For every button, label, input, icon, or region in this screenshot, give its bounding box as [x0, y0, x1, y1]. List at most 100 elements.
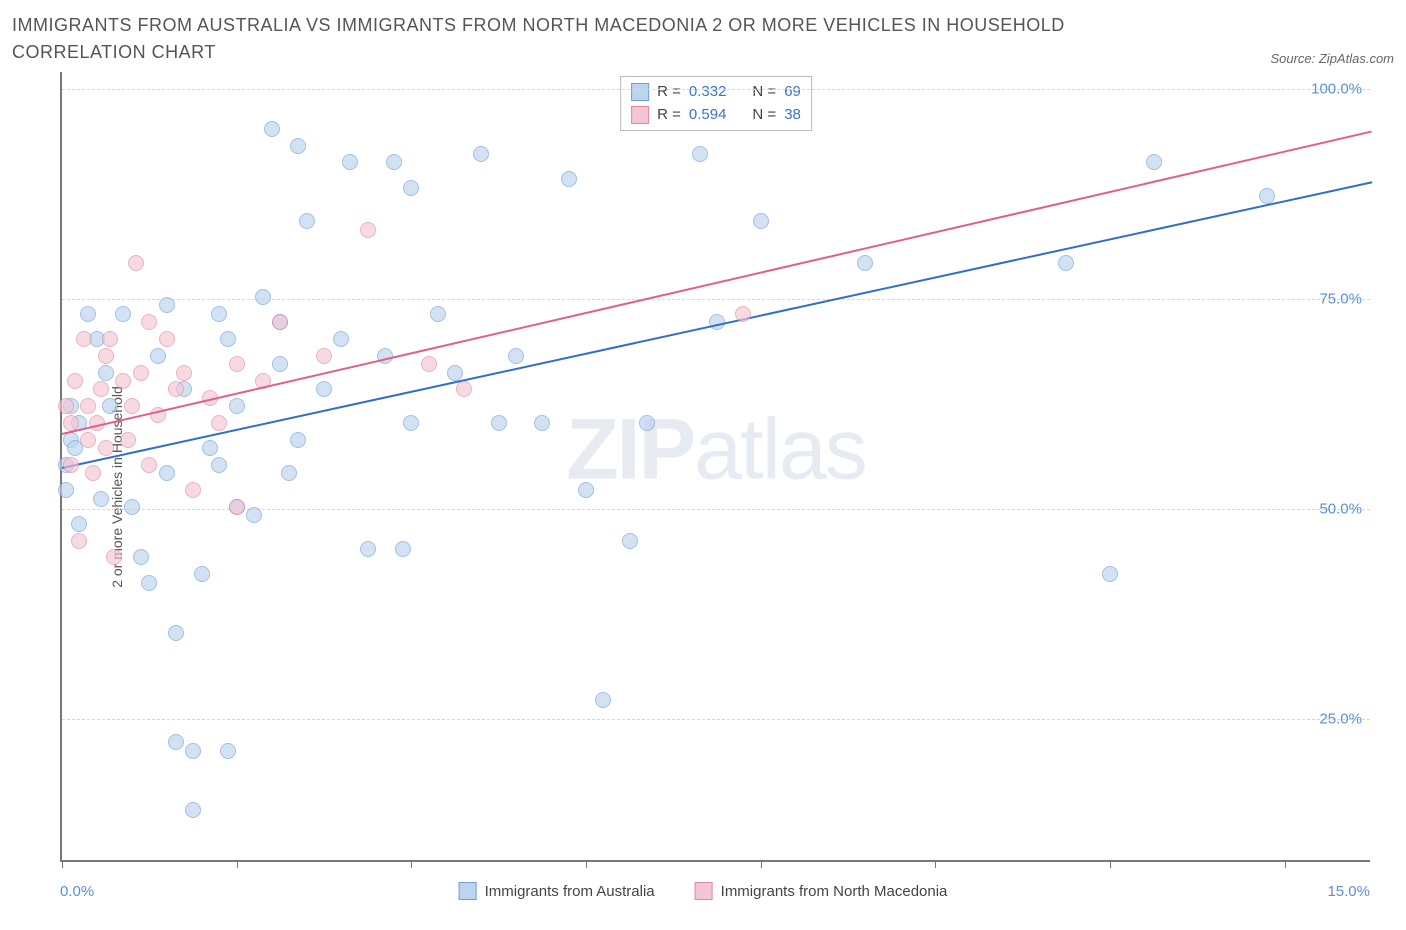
scatter-point: [141, 314, 157, 330]
x-tick: [1110, 860, 1111, 868]
watermark: ZIPatlas: [566, 401, 865, 500]
stat-r-value: 0.332: [689, 81, 727, 104]
scatter-point: [403, 180, 419, 196]
scatter-point: [85, 465, 101, 481]
scatter-point: [80, 398, 96, 414]
y-tick-label: 25.0%: [1319, 711, 1362, 728]
scatter-point: [534, 415, 550, 431]
plot-area: ZIPatlas R =0.332N =69R =0.594N =38 25.0…: [60, 72, 1370, 862]
scatter-point: [176, 365, 192, 381]
stats-swatch-icon: [631, 83, 649, 101]
scatter-point: [229, 356, 245, 372]
stats-row: R =0.332N =69: [631, 81, 801, 104]
scatter-point: [159, 331, 175, 347]
scatter-point: [211, 306, 227, 322]
scatter-point: [421, 356, 437, 372]
stat-n-value: 38: [784, 104, 801, 127]
scatter-point: [360, 541, 376, 557]
scatter-point: [168, 381, 184, 397]
scatter-point: [202, 440, 218, 456]
scatter-point: [185, 743, 201, 759]
scatter-point: [159, 465, 175, 481]
scatter-point: [71, 533, 87, 549]
scatter-point: [185, 802, 201, 818]
x-axis-max-label: 15.0%: [1327, 883, 1370, 900]
scatter-point: [76, 331, 92, 347]
scatter-point: [255, 289, 271, 305]
scatter-point: [561, 171, 577, 187]
scatter-point: [141, 457, 157, 473]
scatter-point: [281, 465, 297, 481]
scatter-point: [120, 432, 136, 448]
scatter-point: [1146, 154, 1162, 170]
x-tick: [411, 860, 412, 868]
x-tick: [935, 860, 936, 868]
scatter-point: [639, 415, 655, 431]
scatter-point: [316, 348, 332, 364]
scatter-point: [220, 331, 236, 347]
scatter-point: [58, 398, 74, 414]
scatter-point: [360, 222, 376, 238]
scatter-point: [141, 575, 157, 591]
x-tick: [1285, 860, 1286, 868]
legend-item-north-macedonia: Immigrants from North Macedonia: [695, 882, 948, 900]
scatter-point: [159, 297, 175, 313]
stat-n-value: 69: [784, 81, 801, 104]
scatter-point: [622, 533, 638, 549]
scatter-point: [128, 255, 144, 271]
scatter-point: [211, 457, 227, 473]
stats-row: R =0.594N =38: [631, 104, 801, 127]
scatter-point: [220, 743, 236, 759]
scatter-point: [67, 373, 83, 389]
stats-swatch-icon: [631, 106, 649, 124]
scatter-point: [386, 154, 402, 170]
x-tick: [237, 860, 238, 868]
x-tick: [761, 860, 762, 868]
series-legend: Immigrants from Australia Immigrants fro…: [459, 882, 948, 900]
scatter-point: [115, 306, 131, 322]
scatter-point: [124, 398, 140, 414]
scatter-point: [692, 146, 708, 162]
scatter-point: [290, 432, 306, 448]
scatter-point: [102, 398, 118, 414]
correlation-stats-box: R =0.332N =69R =0.594N =38: [620, 76, 812, 131]
scatter-point: [491, 415, 507, 431]
trend-line: [62, 131, 1372, 436]
x-tick: [586, 860, 587, 868]
scatter-point: [272, 314, 288, 330]
scatter-point: [168, 625, 184, 641]
scatter-point: [272, 356, 288, 372]
scatter-point: [395, 541, 411, 557]
legend-item-australia: Immigrants from Australia: [459, 882, 655, 900]
scatter-point: [1102, 566, 1118, 582]
scatter-point: [168, 734, 184, 750]
scatter-point: [194, 566, 210, 582]
legend-label: Immigrants from Australia: [485, 883, 655, 900]
scatter-point: [98, 348, 114, 364]
legend-swatch-icon: [459, 882, 477, 900]
scatter-point: [1058, 255, 1074, 271]
source-attribution: Source: ZipAtlas.com: [1270, 51, 1394, 66]
legend-label: Immigrants from North Macedonia: [721, 883, 948, 900]
y-tick-label: 50.0%: [1319, 501, 1362, 518]
y-tick-label: 75.0%: [1319, 290, 1362, 307]
scatter-point: [93, 491, 109, 507]
scatter-point: [403, 415, 419, 431]
scatter-point: [133, 549, 149, 565]
stat-n-label: N =: [752, 81, 776, 104]
trend-line: [62, 181, 1372, 469]
scatter-point: [98, 365, 114, 381]
scatter-point: [150, 348, 166, 364]
scatter-point: [124, 499, 140, 515]
scatter-point: [290, 138, 306, 154]
y-tick-label: 100.0%: [1311, 80, 1362, 97]
scatter-point: [98, 440, 114, 456]
x-tick: [62, 860, 63, 868]
scatter-point: [246, 507, 262, 523]
scatter-point: [264, 121, 280, 137]
scatter-point: [106, 549, 122, 565]
scatter-point: [857, 255, 873, 271]
scatter-point: [229, 398, 245, 414]
scatter-point: [71, 516, 87, 532]
scatter-point: [93, 381, 109, 397]
